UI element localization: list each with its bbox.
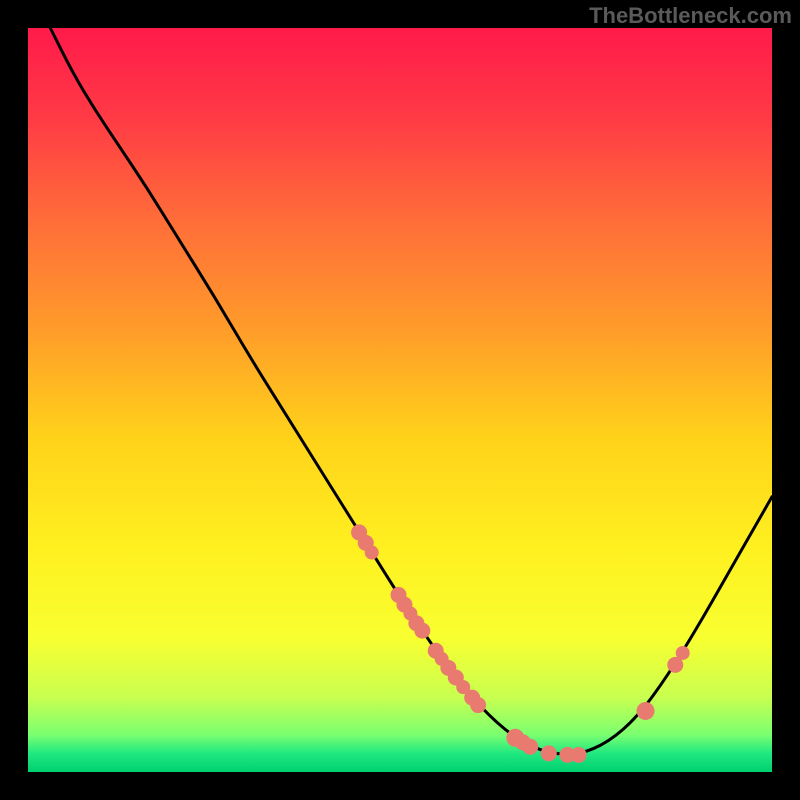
- data-marker: [470, 697, 486, 713]
- watermark-text: TheBottleneck.com: [589, 3, 792, 29]
- data-marker: [414, 623, 430, 639]
- gradient-background: [28, 28, 772, 772]
- data-marker: [541, 745, 557, 761]
- chart-svg: [0, 0, 800, 800]
- data-marker: [522, 739, 538, 755]
- chart-container: TheBottleneck.com: [0, 0, 800, 800]
- data-marker: [571, 747, 587, 763]
- data-marker: [676, 646, 690, 660]
- data-marker: [637, 702, 655, 720]
- data-marker: [365, 546, 379, 560]
